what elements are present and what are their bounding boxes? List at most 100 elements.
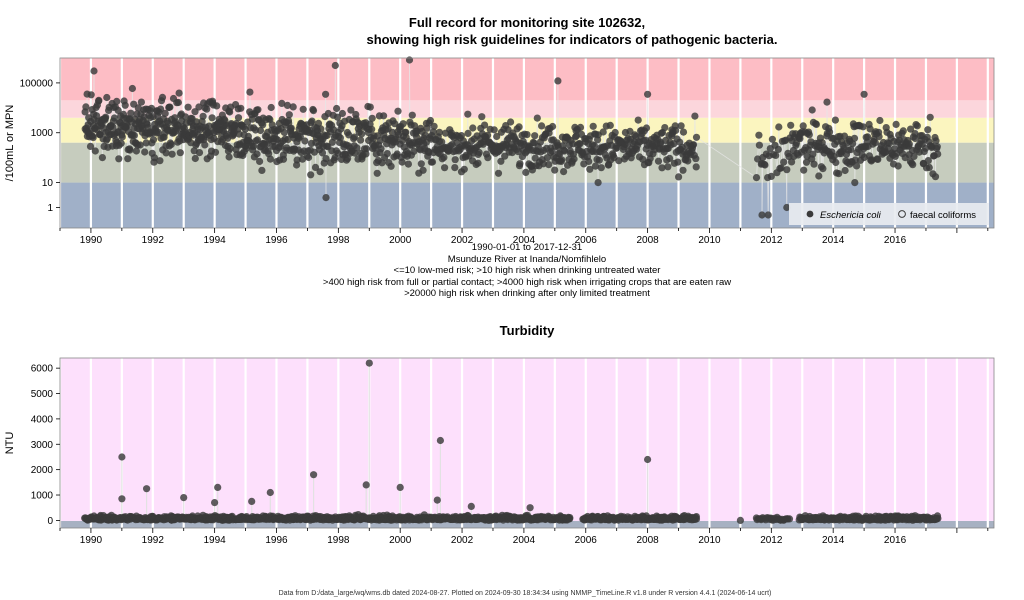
bacteria-point-1063	[611, 128, 619, 137]
bacteria-point-1108	[639, 155, 647, 163]
bacteria-point-1292	[826, 128, 834, 136]
bacteria-point-650	[373, 169, 381, 177]
turbidity-point-245	[211, 499, 219, 507]
turbidity-x-tick-label-2: 1994	[204, 535, 227, 546]
bacteria-point-205	[167, 140, 175, 148]
bacteria-point-26	[91, 147, 99, 155]
bacteria-point-540	[317, 125, 325, 133]
bacteria-point-226	[176, 149, 184, 157]
bacteria-point-469	[283, 101, 292, 109]
bacteria-point-1306	[835, 170, 843, 178]
bacteria-point-407	[254, 106, 262, 114]
bacteria-point-1251	[800, 166, 808, 174]
note-site-name: Msunduze River at Inanda/Nomfihlelo	[448, 254, 606, 265]
bacteria-point-887	[507, 118, 515, 126]
bacteria-point-1299	[830, 152, 838, 161]
turbidity-point-1116	[692, 515, 701, 523]
bacteria-point-1255	[802, 158, 811, 166]
turbidity-point-432	[310, 471, 318, 479]
bacteria-point-134	[137, 98, 145, 106]
bacteria-point-771	[438, 138, 446, 146]
bacteria-point-1265	[809, 150, 817, 158]
note-contact-risk: >400 high risk from full or partial cont…	[323, 277, 731, 288]
bacteria-point-76	[113, 97, 121, 105]
turbidity-y-label: NTU	[4, 432, 16, 455]
bacteria-point-676	[387, 162, 395, 170]
turbidity-point-596	[396, 483, 404, 491]
bacteria-point-543	[318, 149, 327, 157]
turbidity-point-351	[266, 488, 274, 497]
bacteria-y-tick-label-2: 1000	[31, 128, 54, 139]
bacteria-point-639	[368, 125, 376, 133]
bacteria-point-570	[331, 61, 339, 70]
bacteria-x-tick-label-7: 2004	[513, 235, 536, 246]
bacteria-point-1209	[764, 211, 772, 219]
turbidity-x-tick-label-6: 2002	[451, 535, 474, 546]
bacteria-point-699	[399, 120, 407, 128]
bacteria-point-1331	[850, 134, 859, 142]
turbidity-x-tick-label-13: 2016	[884, 535, 907, 546]
bacteria-point-1213	[768, 135, 777, 143]
turbidity-points	[81, 359, 942, 525]
bacteria-point-550	[322, 90, 330, 98]
bacteria-point-977	[560, 168, 568, 176]
bacteria-point-657	[377, 145, 385, 153]
bacteria-point-1271	[812, 120, 821, 128]
bacteria-point-1345	[859, 123, 867, 131]
turbidity-x-axis: 1990 1992 1994 1996 1998 2000 2002 2004 2006 2008…	[59, 528, 989, 546]
bacteria-point-1035	[594, 179, 602, 187]
bacteria-point-903	[516, 160, 524, 168]
bacteria-point-1197	[752, 174, 761, 182]
bacteria-point-767	[435, 128, 443, 136]
bacteria-point-637	[366, 103, 374, 111]
bacteria-point-1152	[666, 154, 674, 162]
bacteria-point-1260	[805, 131, 813, 139]
bacteria-point-1019	[585, 157, 593, 165]
bacteria-point-15	[87, 91, 95, 99]
bacteria-point-1450	[926, 113, 934, 121]
bacteria-point-107	[126, 146, 134, 154]
bacteria-point-461	[279, 155, 288, 163]
bacteria-point-1226	[783, 203, 791, 212]
bacteria-point-1316	[841, 166, 849, 175]
bacteria-point-528	[311, 163, 320, 171]
bacteria-point-1425	[910, 152, 918, 160]
bacteria-point-191	[161, 109, 169, 117]
bacteria-point-1055	[606, 121, 614, 129]
bacteria-point-738	[419, 166, 427, 174]
bacteria-point-640	[368, 114, 376, 122]
bacteria-point-629	[362, 150, 370, 158]
bacteria-point-415	[258, 166, 266, 174]
bacteria-point-524	[309, 107, 318, 115]
bacteria-point-843	[481, 121, 489, 129]
turbidity-point-1117	[736, 516, 745, 525]
bacteria-point-1408	[899, 127, 907, 135]
bacteria-point-1162	[672, 126, 680, 135]
turbidity-baseline-band	[60, 521, 994, 528]
turbidity-title: Turbidity	[500, 323, 555, 338]
bacteria-point-1006	[576, 123, 585, 131]
bacteria-point-435	[267, 103, 275, 112]
bacteria-point-1347	[860, 90, 868, 98]
bacteria-y-tick-label-1: 10	[42, 178, 54, 189]
bacteria-point-473	[285, 111, 293, 119]
bacteria-x-tick-label-9: 2008	[636, 235, 659, 246]
turbidity-point-538	[365, 359, 373, 367]
bacteria-point-67	[109, 123, 117, 131]
turbidity-point-841	[526, 504, 534, 512]
bacteria-point-552	[322, 155, 330, 163]
bacteria-point-942	[539, 160, 548, 168]
bacteria-point-1044	[599, 128, 607, 136]
bacteria-plot-frame	[59, 57, 995, 229]
bacteria-point-178	[156, 157, 164, 165]
bacteria-point-1218	[774, 145, 782, 153]
bacteria-point-81	[115, 155, 123, 163]
bacteria-point-19	[89, 134, 97, 142]
bacteria-point-1028	[590, 142, 598, 150]
bacteria-point-967	[554, 77, 562, 85]
bacteria-point-1365	[871, 139, 879, 147]
bacteria-point-1100	[634, 116, 642, 124]
bacteria-point-1027	[589, 122, 597, 130]
bacteria-point-477	[287, 124, 295, 132]
bacteria-point-412	[256, 126, 265, 135]
